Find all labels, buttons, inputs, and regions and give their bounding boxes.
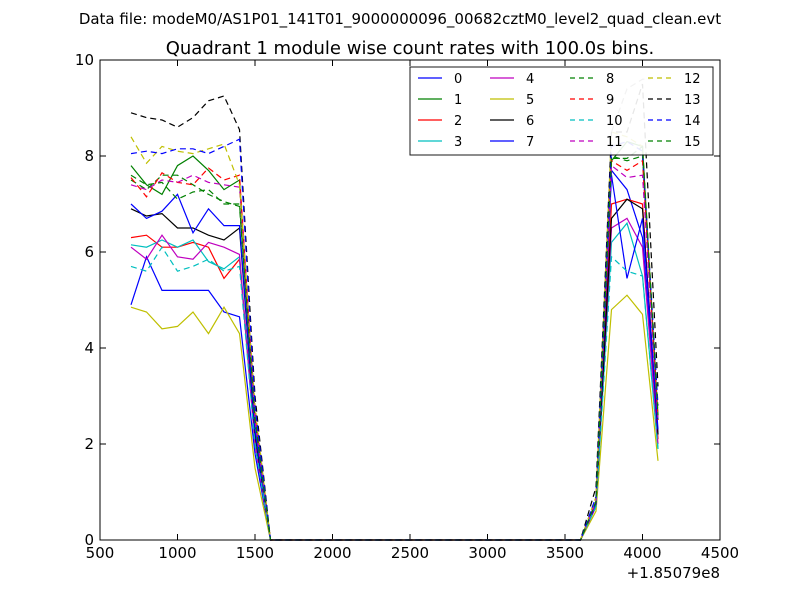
legend-label-1: 1 (454, 93, 462, 108)
x-tick-label: 1000 (158, 544, 196, 562)
x-tick-label: 2500 (391, 544, 429, 562)
plot-frame (99, 59, 721, 541)
x-tick-label: 4000 (623, 544, 661, 562)
legend-label-2: 2 (454, 114, 462, 129)
y-tick-label: 0 (84, 531, 94, 549)
series-line-8 (130, 155, 659, 541)
y-tick-label: 2 (84, 435, 94, 453)
series-line-4 (130, 217, 659, 541)
legend-label-9: 9 (606, 93, 614, 108)
legend-label-6: 6 (526, 114, 534, 129)
legend-label-7: 7 (526, 135, 534, 150)
x-offset-label: +1.85079e8 (627, 564, 720, 582)
x-tick-label: 1500 (236, 544, 274, 562)
legend-label-4: 4 (526, 72, 534, 87)
legend-box (409, 66, 714, 156)
legend-label-3: 3 (454, 135, 462, 150)
y-tick-label: 4 (84, 339, 94, 357)
x-tick-label: 3000 (468, 544, 506, 562)
series-line-11 (130, 164, 659, 541)
legend-label-11: 11 (606, 135, 623, 150)
series-line-0 (130, 168, 659, 541)
legend-label-12: 12 (684, 72, 701, 87)
legend-label-14: 14 (684, 114, 701, 129)
x-tick-label: 3500 (546, 544, 584, 562)
x-axis: 500 1000 1500 2000 2500 3000 3500 4000 4500 (86, 60, 739, 562)
x-tick-label: 2000 (313, 544, 351, 562)
x-tick-label: 4500 (701, 544, 739, 562)
legend-label-0: 0 (454, 72, 462, 87)
y-tick-label: 8 (84, 147, 94, 165)
y-tick-label: 10 (75, 51, 94, 69)
y-tick-label: 6 (84, 243, 94, 261)
legend-label-15: 15 (684, 135, 701, 150)
data-file-label: Data file: modeM0/AS1P01_141T01_90000000… (79, 10, 721, 29)
legend-label-8: 8 (606, 72, 614, 87)
legend-label-10: 10 (606, 114, 623, 129)
chart-title: Quadrant 1 module wise count rates with … (166, 38, 655, 59)
legend-label-13: 13 (684, 93, 701, 108)
series-line-5 (130, 294, 659, 541)
series-line-15 (130, 145, 659, 541)
legend-label-5: 5 (526, 93, 534, 108)
x-tick-label: 500 (86, 544, 115, 562)
